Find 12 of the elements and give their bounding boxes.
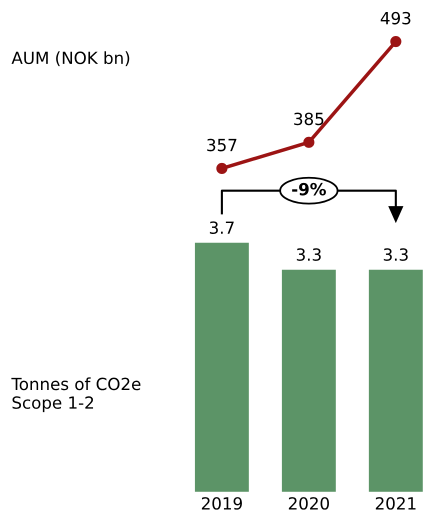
data-label: 385 <box>294 112 324 126</box>
data-label: 357 <box>207 138 236 152</box>
y-axis-title: Tonnes of CO2e Scope 1-2 <box>11 377 140 412</box>
text: -9% <box>292 182 326 196</box>
x-tick-label: 2019 <box>202 497 242 510</box>
x-tick-label: 2021 <box>376 497 416 510</box>
data-label: 3.7 <box>210 221 234 234</box>
x-tick-label: 2020 <box>288 497 329 510</box>
y-axis-title: AUM (NOK bn) <box>12 51 130 66</box>
data-label: 493 <box>380 12 410 24</box>
data-label: 3.3 <box>296 248 321 261</box>
data-label: 3.3 <box>384 248 408 261</box>
